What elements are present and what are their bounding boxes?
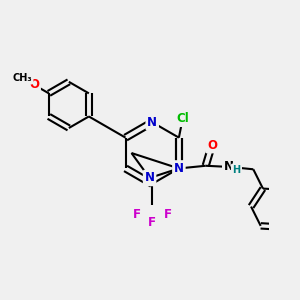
Text: F: F <box>133 208 141 221</box>
Text: O: O <box>207 139 217 152</box>
Text: F: F <box>164 208 172 221</box>
Text: O: O <box>29 78 39 92</box>
Text: N: N <box>145 172 154 184</box>
Text: Cl: Cl <box>176 112 189 125</box>
Text: H: H <box>232 165 241 175</box>
Text: N: N <box>174 162 184 175</box>
Text: N: N <box>224 160 234 173</box>
Text: CH₃: CH₃ <box>12 73 32 83</box>
Text: F: F <box>148 216 156 229</box>
Text: N: N <box>147 116 157 129</box>
